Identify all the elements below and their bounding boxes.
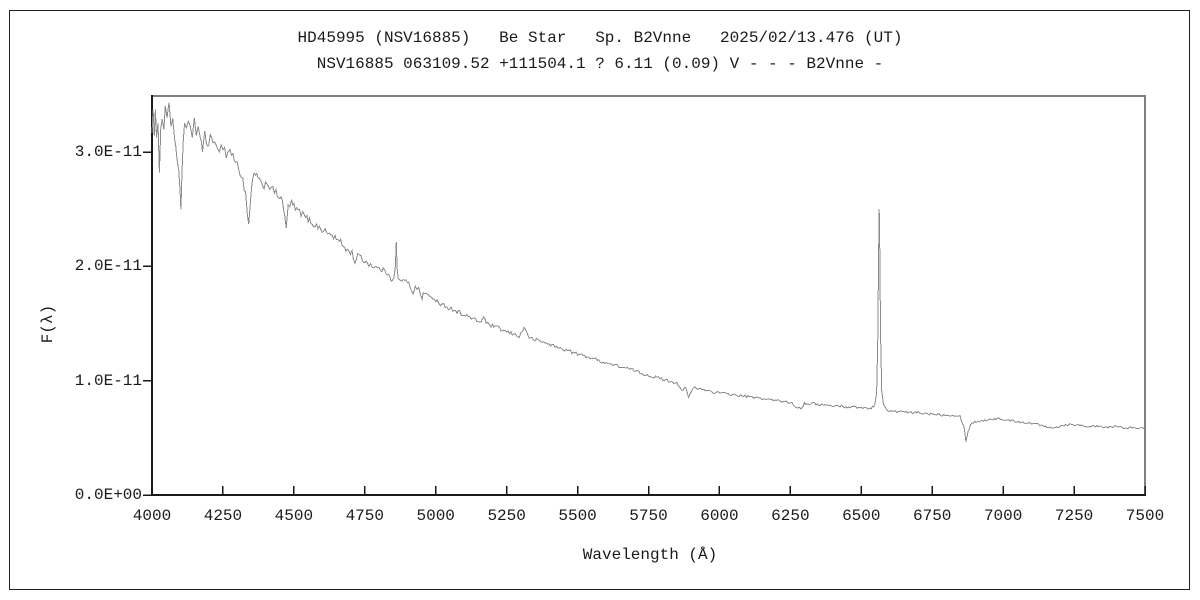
x-tick-label: 4000 bbox=[132, 507, 172, 525]
x-tick-label: 6750 bbox=[913, 507, 952, 525]
y-tick-label: 3.0E-11 bbox=[74, 143, 142, 162]
y-axis-title: F(λ) bbox=[39, 304, 57, 344]
x-tick-label: 4750 bbox=[345, 507, 384, 525]
y-tick-label: 2.0E-11 bbox=[74, 257, 142, 276]
chart-title-line1: HD45995 (NSV16885) Be Star Sp. B2Vnne 20… bbox=[297, 29, 903, 47]
x-tick-label: 4250 bbox=[203, 507, 243, 525]
y-tick-label: 0.0E+00 bbox=[74, 486, 142, 504]
outer-border bbox=[9, 10, 1190, 590]
x-tick-label: 5500 bbox=[558, 507, 597, 525]
x-tick-label: 7000 bbox=[983, 507, 1023, 525]
x-tick-label: 4500 bbox=[274, 507, 314, 525]
x-tick-label: 6250 bbox=[771, 507, 810, 525]
x-axis-title: Wavelength (Å) bbox=[582, 546, 718, 564]
x-tick-label: 6000 bbox=[700, 507, 739, 525]
x-tick-label: 5000 bbox=[416, 507, 455, 525]
y-tick-label: 1.0E-11 bbox=[74, 371, 142, 390]
x-tick-label: 5250 bbox=[487, 507, 526, 525]
spectrum-line bbox=[151, 102, 1146, 442]
x-tick-label: 7500 bbox=[1125, 507, 1165, 525]
chart-title-line2: NSV16885 063109.52 +111504.1 ? 6.11 (0.0… bbox=[316, 55, 884, 73]
x-tick-label: 7250 bbox=[1054, 507, 1094, 525]
x-tick-label: 5750 bbox=[629, 507, 668, 525]
x-tick-label: 6500 bbox=[842, 507, 881, 525]
